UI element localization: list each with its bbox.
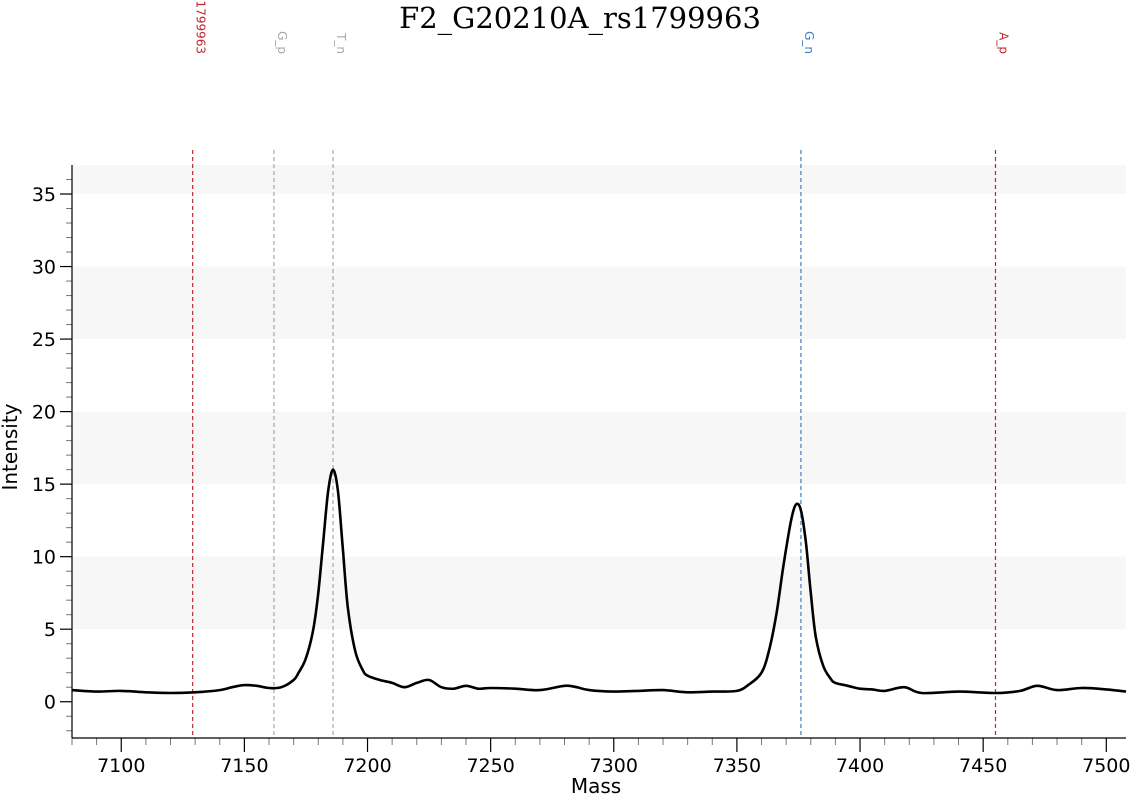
x-tick-label: 7150 [220, 755, 268, 777]
marker-label: ...0A_rs1799963 [194, 0, 208, 54]
marker-lines: ...0A_rs1799963 G_p T_n G_n A_p [192, 0, 1010, 738]
y-tick-label: 5 [44, 619, 56, 641]
axes [71, 165, 1126, 739]
y-ticks: 0 5 10 15 20 25 30 35 [32, 184, 72, 714]
grid-bands [72, 165, 1126, 630]
y-tick-label: 25 [32, 329, 56, 351]
x-tick-label: 7100 [97, 755, 145, 777]
x-tick-label: 7350 [713, 755, 761, 777]
x-ticks: 7100 7150 7200 7250 7300 7350 7400 7450 7500 [97, 738, 1130, 777]
x-tick-label: 7250 [466, 755, 514, 777]
y-tick-label: 20 [32, 402, 56, 424]
y-tick-label: 30 [32, 257, 56, 279]
y-minor-ticks [66, 179, 72, 732]
x-tick-label: 7450 [959, 755, 1007, 777]
x-tick-label: 7300 [590, 755, 638, 777]
y-axis-label: Intensity [0, 403, 22, 490]
marker-label: A_p [996, 32, 1010, 54]
x-tick-label: 7200 [343, 755, 391, 777]
grid-band [72, 556, 1126, 630]
marker-label: G_n [802, 31, 816, 54]
marker-label: G_p [275, 31, 289, 54]
y-tick-label: 35 [32, 184, 56, 206]
chart-title: F2_G20210A_rs1799963 [399, 1, 761, 36]
spectrum-line [71, 468, 1127, 695]
x-tick-label: 7500 [1082, 755, 1130, 777]
grid-band [72, 266, 1126, 340]
x-tick-label: 7400 [836, 755, 884, 777]
series-group [71, 468, 1127, 695]
y-tick-label: 10 [32, 547, 56, 569]
x-axis-label: Mass [571, 774, 621, 796]
y-tick-label: 0 [44, 692, 56, 714]
x-minor-ticks [71, 738, 1083, 745]
grid-band [72, 411, 1126, 485]
marker-label: T_n [334, 32, 348, 54]
grid-band [72, 165, 1126, 195]
y-tick-label: 15 [32, 474, 56, 496]
